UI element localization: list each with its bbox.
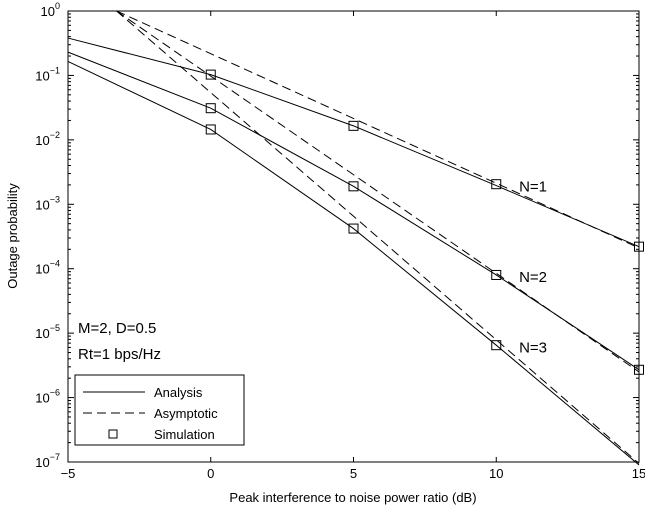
x-axis-title: Peak interference to noise power ratio (… [229,490,476,505]
x-tick-label: 15 [632,466,645,481]
curve-label-n2: N=2 [519,269,547,286]
simulation-marker-n2 [491,269,502,280]
y-tick-label: 10−5 [35,323,60,341]
curve-label-n1: N=1 [519,178,547,195]
y-axis-title: Outage probability [5,183,20,289]
simulation-marker-n3 [491,340,502,351]
curve-label-n3: N=3 [519,339,547,356]
legend-box [74,374,245,446]
legend-simulation-label: Simulation [154,427,215,442]
y-tick-label: 100 [41,1,60,19]
x-tick-label: 10 [489,466,503,481]
asymptotic-line-n3 [116,10,640,464]
x-tick-label: −5 [61,466,76,481]
simulation-marker-n1 [205,69,216,80]
annotation-params: M=2, D=0.5 [78,320,156,337]
y-tick-label: 10−7 [35,452,60,470]
legend: Analysis Asymptotic Simulation [74,374,245,446]
annotation-rate: Rt=1 bps/Hz [78,346,161,363]
simulation-marker-n2 [634,364,644,375]
x-tick-label: 0 [207,466,214,481]
legend-simulation-swatch [108,429,118,439]
analysis-line-n1 [67,37,640,248]
simulation-marker-n1 [348,120,359,131]
y-tick-label: 10−3 [35,194,60,212]
analysis-line-n3 [67,60,640,466]
simulation-marker-n1 [491,179,502,190]
y-tick-label: 10−6 [35,388,60,406]
simulation-marker-n2 [348,181,359,192]
y-tick-label: 10−4 [35,259,60,277]
x-tick-label: 5 [350,466,357,481]
simulation-marker-n2 [205,103,216,114]
legend-asymptotic-label: Asymptotic [154,406,218,421]
simulation-marker-n3 [348,223,359,234]
asymptotic-line-n2 [116,10,640,373]
y-axis-ticks: 10−7 10−6 10−5 10−4 10−3 10−2 10−1 100 [35,1,639,470]
y-tick-label: 10−1 [35,65,60,83]
y-tick-label: 10−2 [35,130,60,148]
simulation-marker-n3 [205,124,216,135]
series-layer [67,10,644,466]
legend-analysis-label: Analysis [154,385,203,400]
curve-labels: N=1 N=2 N=3 [519,178,547,356]
asymptotic-line-n1 [116,10,640,249]
x-axis-ticks: −5 0 5 10 15 [61,11,645,481]
simulation-marker-n1 [634,241,644,252]
